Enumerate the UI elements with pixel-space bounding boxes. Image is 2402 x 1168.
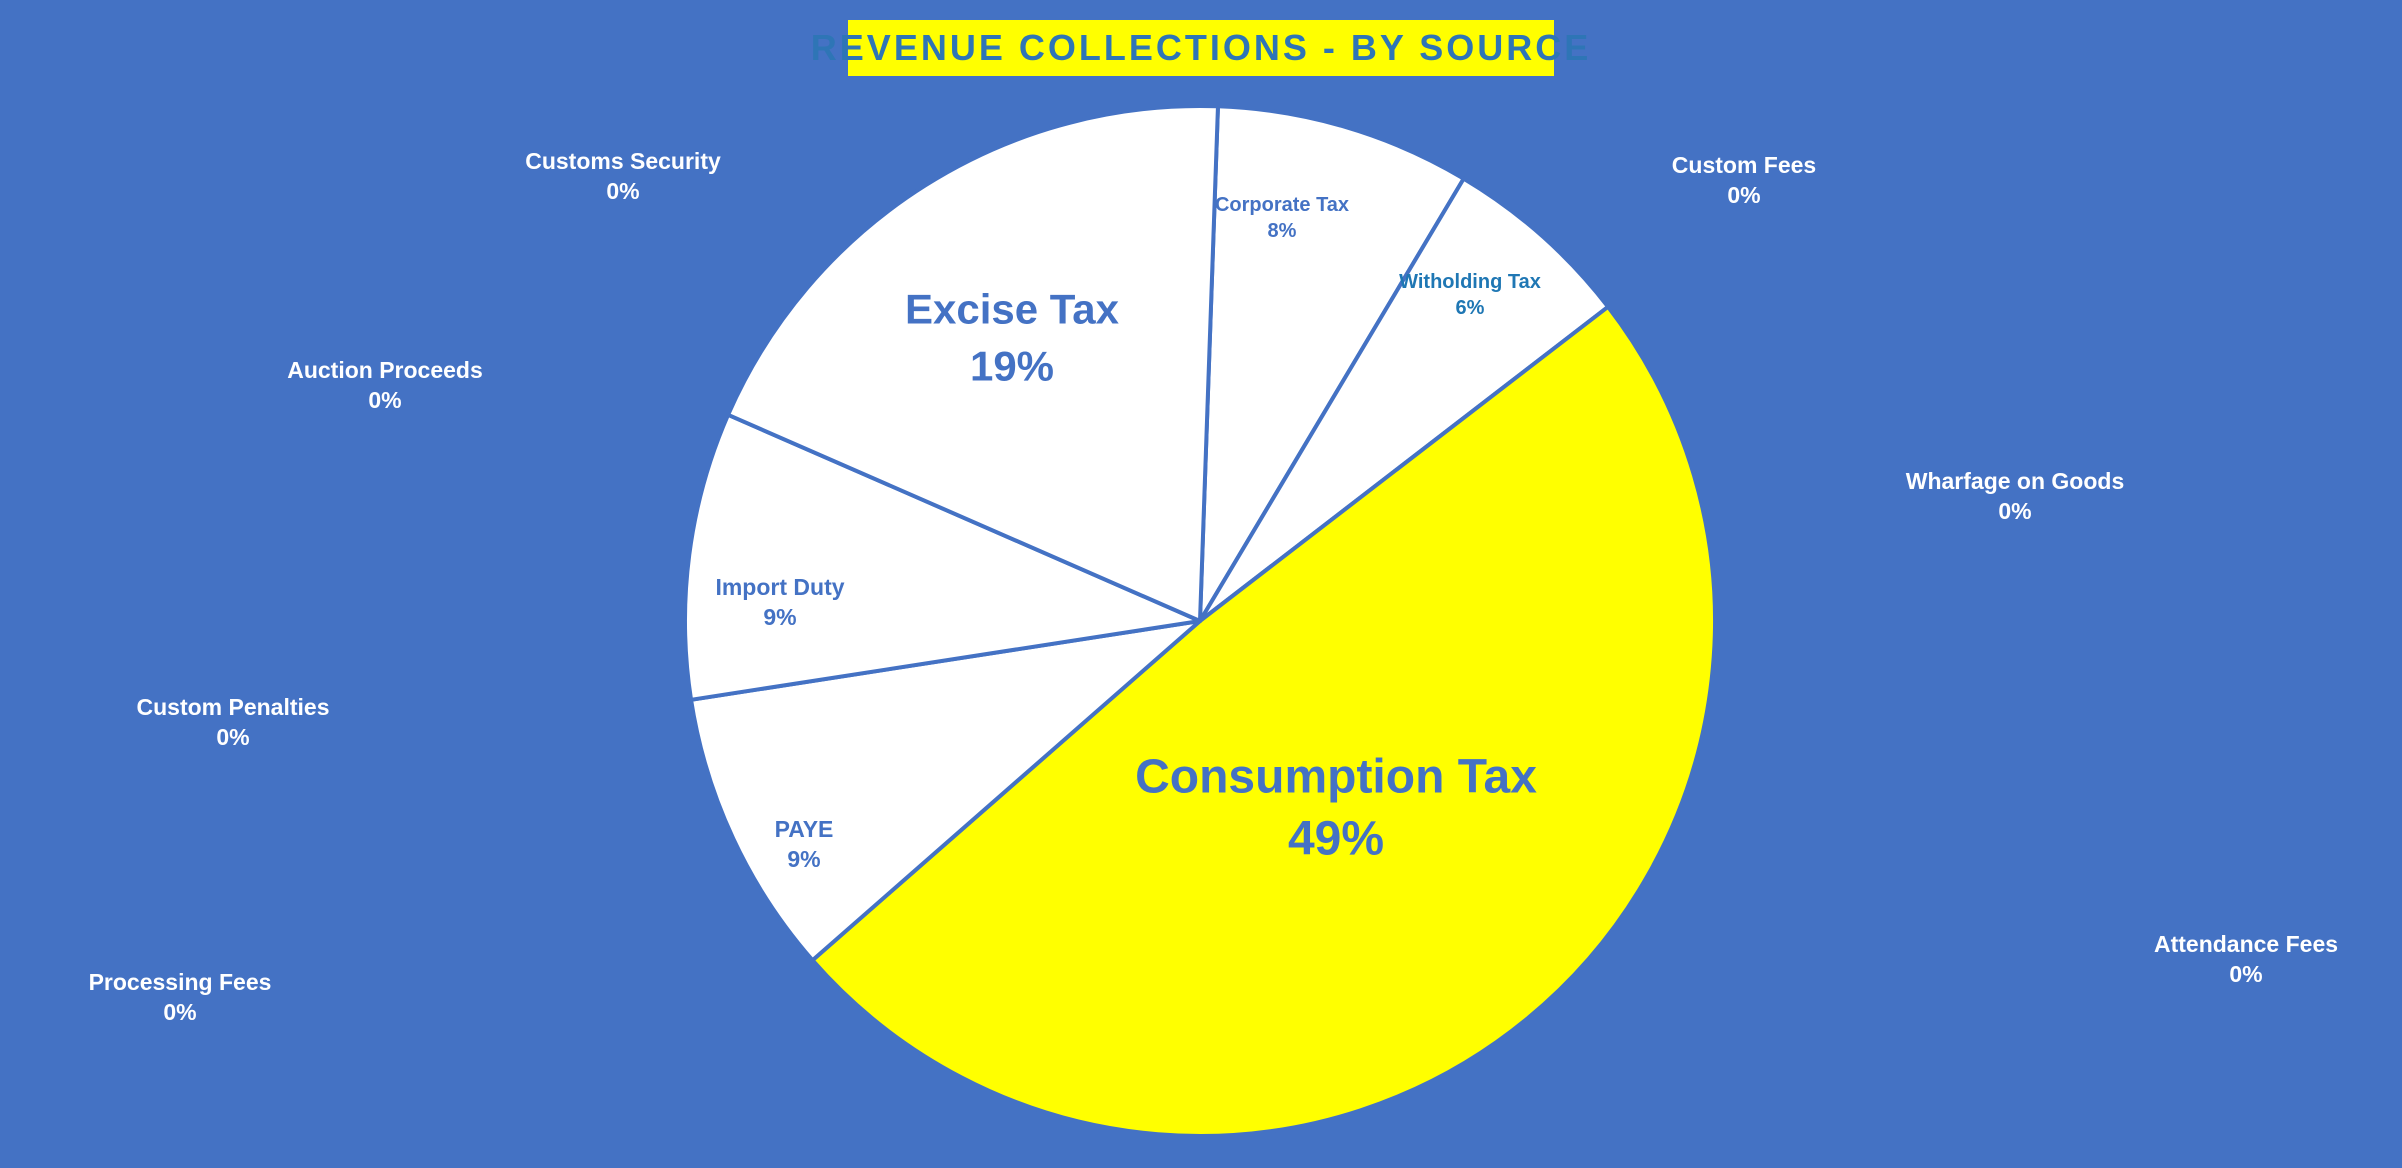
label-witholding-tax: Witholding Tax 6% (1399, 269, 1541, 321)
label-paye: PAYE 9% (775, 815, 834, 875)
label-wharfage-on-goods-value: 0% (1998, 498, 2032, 524)
label-witholding-tax-name: Witholding Tax (1399, 271, 1541, 293)
label-witholding-tax-value: 6% (1455, 297, 1485, 319)
label-custom-penalties-value: 0% (216, 724, 250, 750)
label-wharfage-on-goods: Wharfage on Goods 0% (1906, 467, 2125, 527)
label-custom-fees: Custom Fees 0% (1672, 151, 1816, 211)
label-consumption-tax-name: Consumption Tax (1135, 750, 1537, 804)
label-attendance-fees-name: Attendance Fees (2153, 931, 2339, 958)
label-processing-fees: Processing Fees 0% (89, 968, 272, 1028)
label-customs-security-name: Customs Security (525, 148, 721, 175)
label-excise-tax-value: 19% (969, 342, 1055, 389)
chart-title: REVENUE COLLECTIONS - BY SOURCE (810, 27, 1592, 68)
label-import-duty-name: Import Duty (715, 574, 845, 601)
pie-slice-excise-tax (726, 103, 1220, 623)
label-custom-penalties-name: Custom Penalties (136, 694, 330, 721)
label-excise-tax-name: Excise Tax (904, 285, 1120, 333)
label-custom-penalties: Custom Penalties 0% (137, 693, 330, 753)
label-excise-tax: Excise Tax 19% (905, 281, 1119, 394)
pie-slice-witholding-tax (1198, 176, 1611, 623)
label-customs-security: Customs Security 0% (525, 147, 721, 207)
label-attendance-fees: Attendance Fees 0% (2154, 930, 2338, 990)
chart-title-box: REVENUE COLLECTIONS - BY SOURCE (811, 20, 1588, 76)
pie-slice-consumption-tax (810, 304, 1717, 1138)
label-corporate-tax: Corporate Tax 8% (1215, 192, 1349, 244)
label-auction-proceeds-name: Auction Proceeds (287, 357, 483, 384)
label-corporate-tax-value: 8% (1267, 220, 1297, 242)
label-processing-fees-name: Processing Fees (88, 969, 272, 996)
label-paye-value: 9% (787, 846, 821, 872)
label-auction-proceeds: Auction Proceeds 0% (287, 356, 483, 416)
label-attendance-fees-value: 0% (2229, 961, 2263, 987)
pie-slice-paye (689, 619, 1202, 963)
pie-slice-import-duty (683, 412, 1202, 702)
label-auction-proceeds-value: 0% (368, 387, 402, 413)
label-import-duty-value: 9% (763, 604, 797, 630)
label-paye-name: PAYE (774, 816, 834, 843)
pie-slice-corporate-tax (1198, 104, 1466, 623)
label-import-duty: Import Duty 9% (715, 573, 844, 633)
label-customs-security-value: 0% (606, 178, 640, 204)
label-consumption-tax: Consumption Tax 49% (1135, 747, 1537, 872)
label-custom-fees-name: Custom Fees (1671, 152, 1817, 179)
label-wharfage-on-goods-name: Wharfage on Goods (1905, 468, 2125, 495)
label-corporate-tax-name: Corporate Tax (1214, 194, 1350, 216)
label-processing-fees-value: 0% (163, 999, 197, 1025)
label-consumption-tax-value: 49% (1287, 813, 1385, 866)
label-custom-fees-value: 0% (1727, 182, 1761, 208)
